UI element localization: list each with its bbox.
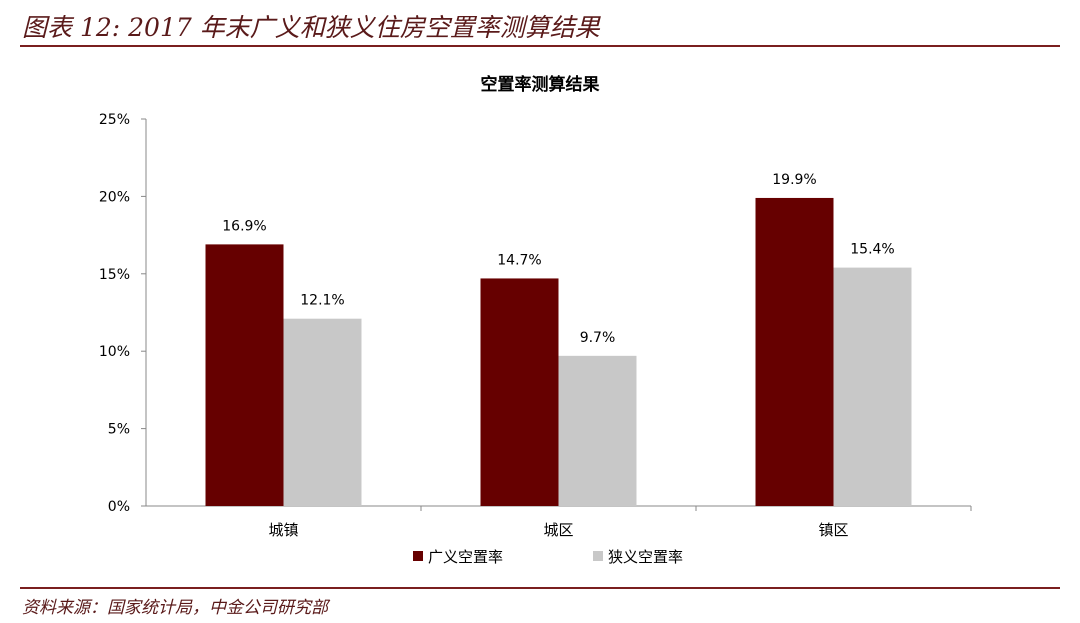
legend-label: 广义空置率 xyxy=(428,548,503,566)
x-tick-label: 城镇 xyxy=(268,521,298,539)
data-label: 19.9% xyxy=(772,172,816,188)
bar-broad xyxy=(755,197,834,506)
x-tick-label: 城区 xyxy=(543,521,573,539)
y-tick-label: 5% xyxy=(108,422,130,438)
source-note: 资料来源：国家统计局，中金公司研究部 xyxy=(22,598,328,618)
data-label: 9.7% xyxy=(580,330,616,346)
y-tick-label: 20% xyxy=(99,189,130,205)
data-label: 15.4% xyxy=(850,242,894,258)
bar-broad xyxy=(205,244,284,506)
bar-narrow xyxy=(283,318,362,506)
chart-title: 空置率测算结果 xyxy=(481,74,600,95)
data-label: 12.1% xyxy=(300,293,344,309)
y-tick-label: 10% xyxy=(99,344,130,360)
legend-swatch xyxy=(593,551,603,561)
legend-swatch xyxy=(413,551,423,561)
x-tick-label: 镇区 xyxy=(818,521,848,539)
y-tick-label: 0% xyxy=(108,499,130,515)
data-label: 14.7% xyxy=(497,252,541,268)
y-tick-label: 15% xyxy=(99,267,130,283)
figure-title: 图表 12: 2017 年末广义和狭义住房空置率测算结果 xyxy=(22,13,600,42)
y-tick-label: 25% xyxy=(99,112,130,128)
footer-rule xyxy=(20,587,1060,589)
bar-narrow xyxy=(833,267,912,506)
bar-narrow xyxy=(558,355,637,506)
legend-label: 狭义空置率 xyxy=(608,548,683,566)
title-rule xyxy=(20,45,1060,47)
data-label: 16.9% xyxy=(222,218,266,234)
bar-broad xyxy=(480,278,559,506)
